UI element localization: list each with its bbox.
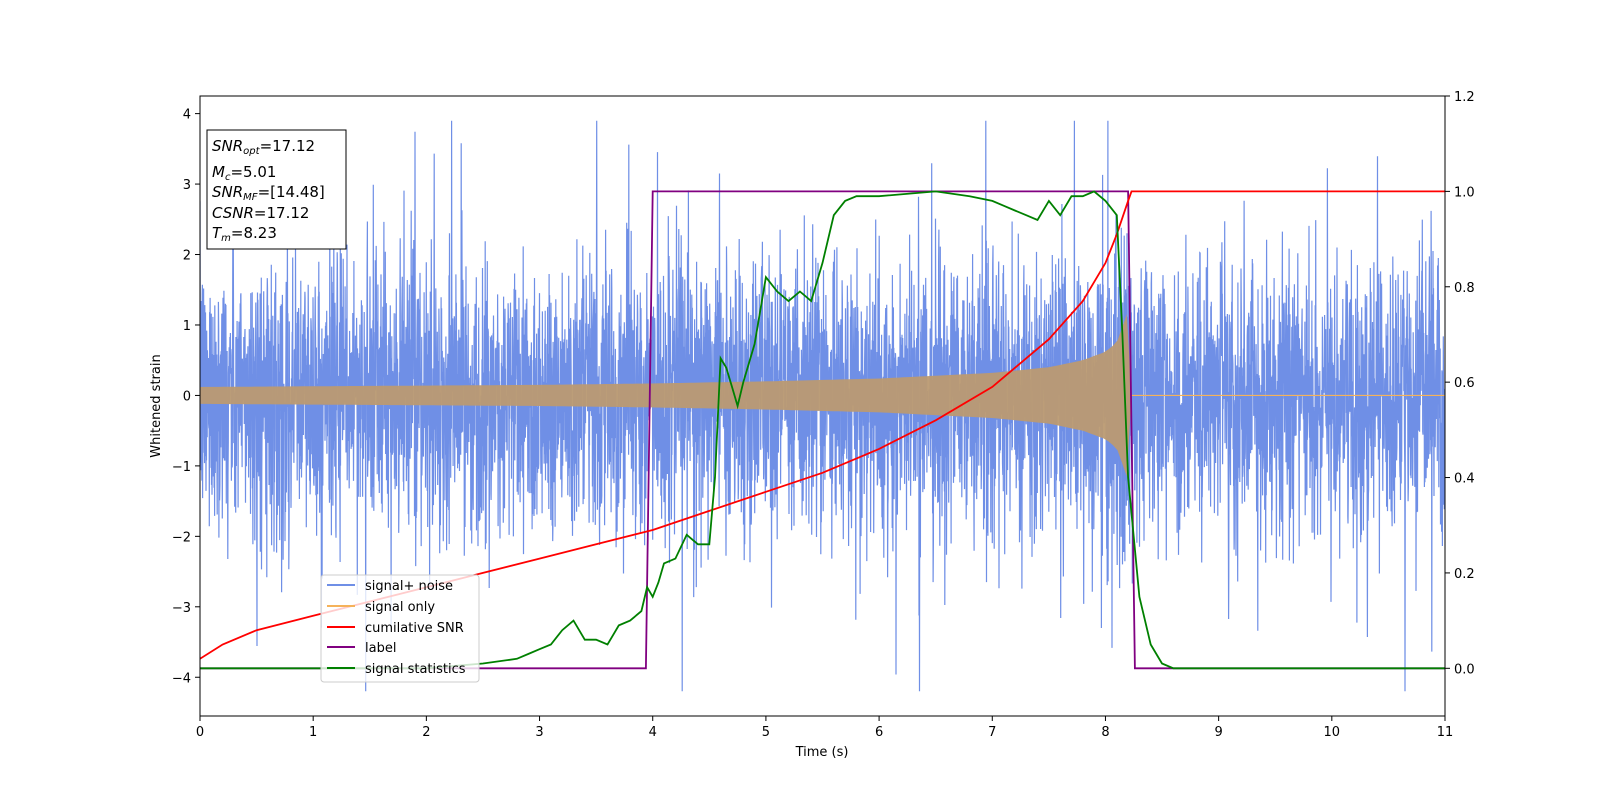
y-left-tick-label: 2 bbox=[183, 249, 191, 264]
y-right-tick-label: 0.2 bbox=[1454, 567, 1475, 582]
legend-label-label: label bbox=[365, 641, 396, 656]
y-right-tick-label: 0.8 bbox=[1454, 281, 1475, 296]
plot-frame bbox=[199, 95, 1446, 717]
x-tick-label: 9 bbox=[1214, 725, 1222, 740]
x-tick-label: 4 bbox=[649, 725, 657, 740]
y-right-tick-label: 0.0 bbox=[1454, 662, 1475, 677]
y-right-tick-label: 0.4 bbox=[1454, 472, 1475, 487]
info-tm: Tm=8.23 bbox=[212, 224, 277, 244]
series-signal-noise bbox=[200, 120, 1445, 692]
y-right-tick-label: 1.2 bbox=[1454, 90, 1475, 105]
legend-label-cumulative-snr: cumilative SNR bbox=[365, 621, 464, 636]
legend-label-signal-noise: signal+ noise bbox=[365, 579, 453, 594]
series-signal-statistics bbox=[200, 190, 1445, 670]
info-csnr: CSNR=17.12 bbox=[212, 204, 309, 222]
x-tick-label: 3 bbox=[535, 725, 543, 740]
info-box: SNRopt=17.12 Mc=5.01 SNRMF=[14.48] CSNR=… bbox=[206, 129, 347, 250]
y-axis-left: 4 3 2 1 0 −1 −2 −3 −4 bbox=[172, 108, 200, 686]
x-tick-label: 6 bbox=[875, 725, 883, 740]
y-left-tick-label: −3 bbox=[172, 601, 191, 616]
info-mc: Mc=5.01 bbox=[212, 163, 276, 183]
info-box-frame bbox=[206, 129, 347, 250]
info-snr-mf: SNRMF=[14.48] bbox=[212, 183, 325, 203]
y-left-tick-label: 4 bbox=[183, 108, 191, 123]
x-tick-label: 10 bbox=[1324, 725, 1341, 740]
x-tick-label: 8 bbox=[1101, 725, 1109, 740]
x-axis-label: Time (s) bbox=[795, 745, 849, 760]
y-axis-right: 1.2 1.0 0.8 0.6 0.4 0.2 0.0 bbox=[1445, 90, 1475, 677]
y-right-tick-label: 1.0 bbox=[1454, 185, 1475, 200]
series-signal-only bbox=[200, 314, 1132, 477]
y-axis-label: Whitened strain bbox=[149, 354, 164, 457]
x-tick-label: 7 bbox=[988, 725, 996, 740]
legend-label-signal-statistics: signal statistics bbox=[365, 662, 466, 677]
x-tick-label: 1 bbox=[309, 725, 317, 740]
y-left-tick-label: 3 bbox=[183, 178, 191, 193]
y-left-tick-label: −4 bbox=[172, 671, 191, 686]
legend: signal+ noise signal only cumilative SNR… bbox=[320, 574, 480, 683]
x-tick-label: 11 bbox=[1437, 725, 1454, 740]
x-tick-label: 0 bbox=[196, 725, 204, 740]
legend-label-signal-only: signal only bbox=[365, 600, 435, 615]
y-left-tick-label: −2 bbox=[172, 530, 191, 545]
x-tick-label: 2 bbox=[422, 725, 430, 740]
x-axis: 0 1 2 3 4 5 6 7 8 9 10 11 bbox=[196, 716, 1453, 740]
legend-frame bbox=[320, 574, 480, 683]
y-left-tick-label: 1 bbox=[183, 319, 191, 334]
info-snr-opt: SNRopt=17.12 bbox=[212, 137, 315, 157]
x-tick-label: 5 bbox=[762, 725, 770, 740]
y-left-tick-label: 0 bbox=[183, 389, 191, 404]
y-left-tick-label: −1 bbox=[172, 460, 191, 475]
y-right-tick-label: 0.6 bbox=[1454, 376, 1475, 391]
